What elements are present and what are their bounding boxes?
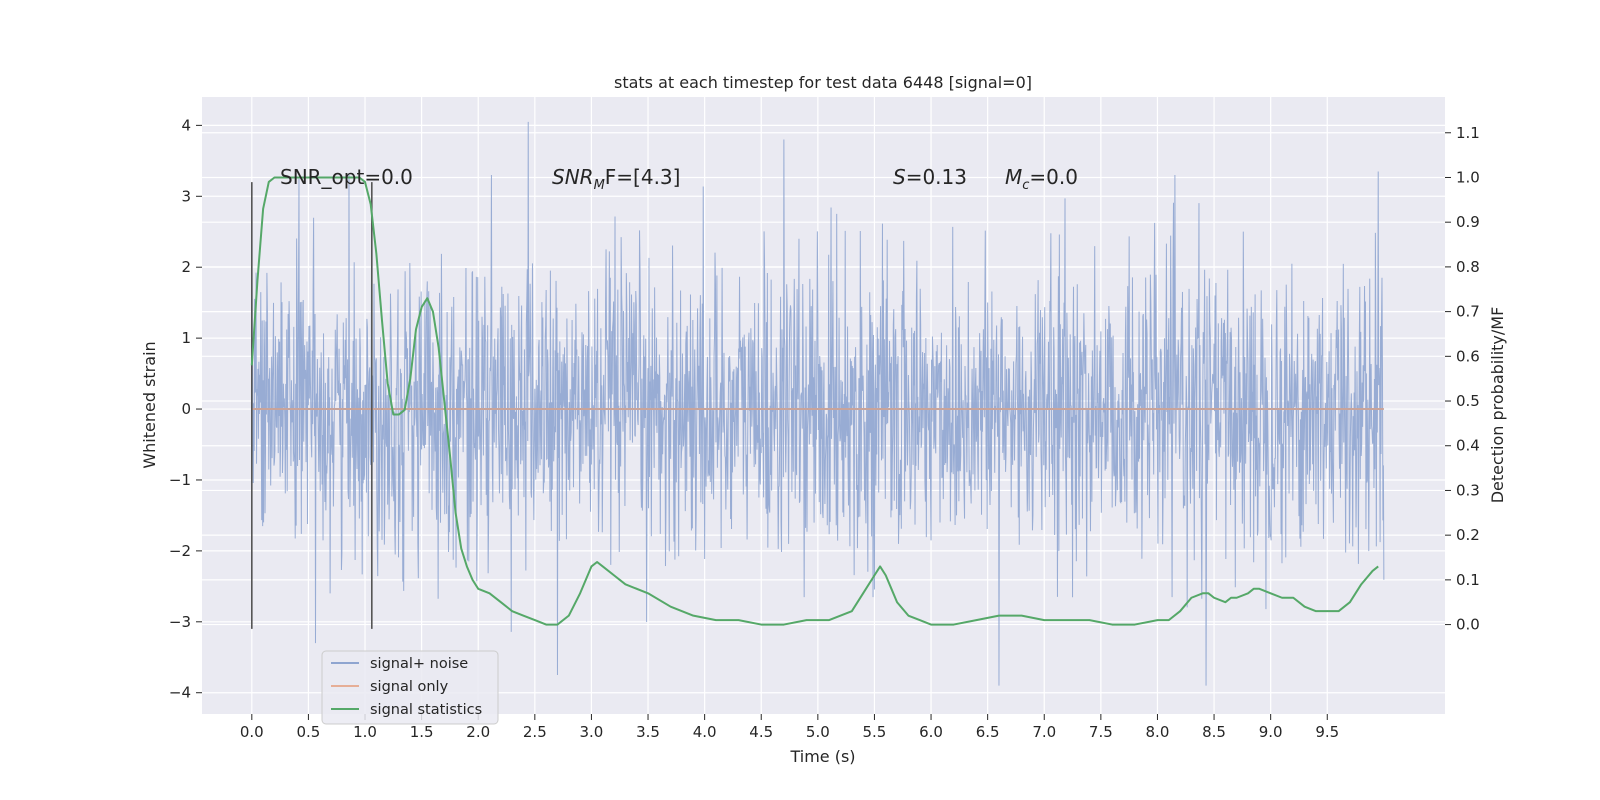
x-tick-label: 7.0 (1032, 723, 1056, 741)
y-left-tick-label: −2 (169, 542, 191, 560)
y-left-tick-label: −4 (169, 684, 191, 702)
x-tick-label: 7.5 (1089, 723, 1113, 741)
y-right-tick-label: 0.2 (1456, 526, 1480, 544)
annotations: SNR_opt=0.0 SNRMF=[4.3] S=0.13 Mc=0.0 (280, 165, 1078, 193)
y-left-tick-label: 3 (181, 187, 191, 205)
y-right-tick-label: 0.3 (1456, 481, 1480, 499)
x-tick-label: 2.0 (466, 723, 490, 741)
y-right-tick-label: 0.6 (1456, 347, 1480, 365)
y-right-tick-label: 0.7 (1456, 303, 1480, 321)
y-axis-right-title: Detection probability/MF (1488, 307, 1507, 504)
x-tick-label: 8.5 (1202, 723, 1226, 741)
y-axis-right-ticks: 1.1 1.0 0.9 0.8 0.7 0.6 0.5 0.4 0.3 0.2 0.1 0.0 (1445, 124, 1480, 634)
x-axis-ticks: 0.0 0.5 1.0 1.5 2.0 2.5 3.0 3.5 4.0 4.5 5.0 5.5 6.0 6… (240, 714, 1339, 741)
series-signal-statistics (250, 176, 1379, 626)
y-right-tick-label: 1.0 (1456, 168, 1480, 186)
y-right-tick-label: 0.8 (1456, 258, 1480, 276)
annotation-mc: Mc=0.0 (1005, 165, 1078, 193)
x-tick-label: 0.0 (240, 723, 264, 741)
legend-label-signal-only: signal only (370, 679, 449, 695)
y-left-tick-label: −3 (169, 613, 191, 631)
x-tick-label: 1.5 (410, 723, 434, 741)
y-right-tick-label: 0.9 (1456, 213, 1480, 231)
y-right-tick-label: 0.5 (1456, 392, 1480, 410)
y-left-tick-label: 0 (181, 400, 191, 418)
legend-label-statistics: signal statistics (370, 702, 482, 718)
legend-label-noise: signal+ noise (370, 656, 468, 672)
signal-statistics-line (250, 176, 1379, 626)
annotation-snr-mf: SNRMF=[4.3] (552, 165, 680, 193)
y-left-tick-label: −1 (169, 471, 191, 489)
annotation-snr-opt: SNR_opt=0.0 (280, 165, 413, 189)
x-tick-label: 2.5 (523, 723, 547, 741)
x-tick-label: 5.5 (863, 723, 887, 741)
x-tick-label: 9.5 (1315, 723, 1339, 741)
legend-box (321, 650, 499, 725)
x-tick-label: 6.0 (919, 723, 943, 741)
y-left-tick-label: 4 (181, 116, 191, 134)
x-tick-label: 0.5 (296, 723, 320, 741)
x-axis-title: Time (s) (789, 747, 855, 766)
chart-title: stats at each timestep for test data 644… (614, 73, 1032, 92)
y-left-tick-label: 1 (181, 329, 191, 347)
x-tick-label: 4.0 (693, 723, 717, 741)
x-tick-label: 8.0 (1146, 723, 1170, 741)
y-axis-left-ticks: 4 3 2 1 0 −1 −2 −3 −4 (169, 116, 202, 702)
y-right-tick-label: 0.0 (1456, 616, 1480, 634)
x-tick-label: 4.5 (749, 723, 773, 741)
y-right-tick-label: 0.1 (1456, 571, 1480, 589)
series-signal-noise (251, 121, 1385, 686)
x-tick-label: 3.0 (579, 723, 603, 741)
vertical-markers (251, 182, 373, 629)
x-tick-label: 6.5 (976, 723, 1000, 741)
x-tick-label: 9.0 (1259, 723, 1283, 741)
y-left-tick-label: 2 (181, 258, 191, 276)
y-right-tick-label: 1.1 (1456, 124, 1480, 142)
annotation-s: S=0.13 (893, 165, 967, 189)
y-axis-left-title: Whitened strain (140, 341, 159, 468)
x-tick-label: 1.0 (353, 723, 377, 741)
x-tick-label: 3.5 (636, 723, 660, 741)
signal-noise-line (251, 121, 1385, 686)
legend: signal+ noise signal only signal statist… (321, 650, 499, 725)
x-tick-label: 5.0 (806, 723, 830, 741)
y-right-tick-label: 0.4 (1456, 437, 1480, 455)
